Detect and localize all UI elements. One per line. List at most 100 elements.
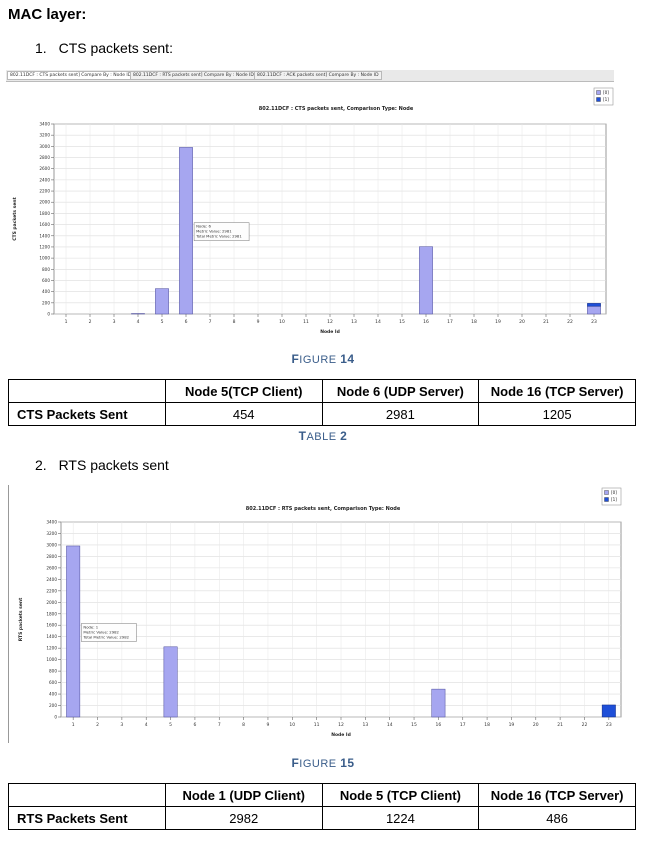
rts-chart: 0200400600800100012001400160018002000220… — [8, 485, 634, 743]
table-header-cell — [8, 783, 166, 807]
y-tick-label: 2000 — [46, 600, 57, 605]
x-tick-label: 11 — [314, 722, 320, 728]
list-item-title: RTS packets sent — [58, 457, 169, 473]
x-tick-label: 3 — [113, 319, 116, 325]
y-tick-label: 3400 — [39, 122, 50, 127]
section-title: MAC layer: — [8, 6, 87, 23]
bar-series-0 — [431, 688, 446, 718]
cts-chart-plot: 0200400600800100012001400160018002000220… — [12, 87, 614, 335]
y-tick-label: 2800 — [39, 155, 50, 160]
table-cell: 486 — [478, 806, 636, 830]
y-tick-label: 2600 — [39, 166, 50, 171]
y-tick-label: 2200 — [39, 189, 50, 194]
y-tick-label: 2000 — [39, 200, 50, 205]
x-tick-label: 2 — [89, 319, 92, 325]
x-tick-label: 9 — [267, 722, 270, 728]
y-tick-label: 1000 — [39, 256, 50, 261]
chart-legend: [0][1] — [593, 87, 614, 106]
y-tick-label: 1800 — [46, 611, 57, 616]
y-tick-label: 2400 — [39, 177, 50, 182]
x-tick-label: 21 — [557, 722, 563, 728]
tooltip-box — [193, 222, 250, 241]
x-tick-label: 19 — [495, 319, 501, 325]
y-tick-label: 800 — [42, 267, 50, 272]
x-tick-label: 20 — [533, 722, 539, 728]
y-tick-label: 2800 — [46, 554, 57, 559]
x-tick-label: 9 — [257, 319, 260, 325]
tooltip-line: Metric Value: 2982 — [83, 629, 119, 634]
x-tick-label: 14 — [387, 722, 393, 728]
x-tick-label: 2 — [96, 722, 99, 728]
x-tick-label: 20 — [519, 319, 525, 325]
y-tick-label: 1200 — [39, 244, 50, 249]
list-item-number: 2. — [35, 457, 47, 473]
table-row: CTS Packets Sent 454 2981 1205 — [8, 402, 636, 426]
table-header-row: Node 1 (UDP Client) Node 5 (TCP Client) … — [8, 783, 636, 807]
tab-ack-packets[interactable]: 802.11DCF : ACK packets sent] Compare By… — [254, 71, 382, 80]
x-tick-label: 13 — [362, 722, 368, 728]
x-tick-label: 23 — [591, 319, 597, 325]
legend-label: [0] — [611, 490, 617, 495]
list-item-2: 2. RTS packets sent — [35, 457, 169, 473]
x-tick-label: 12 — [338, 722, 344, 728]
y-tick-label: 200 — [49, 703, 57, 708]
y-tick-label: 1800 — [39, 211, 50, 216]
y-tick-label: 1400 — [39, 233, 50, 238]
legend-swatch — [596, 97, 601, 102]
x-axis-label: Node Id — [320, 329, 340, 335]
table-cell: 454 — [164, 402, 323, 426]
x-tick-label: 10 — [289, 722, 295, 728]
table-cell: 1205 — [478, 402, 636, 426]
y-tick-label: 0 — [54, 715, 57, 720]
table-header-cell: Node 1 (UDP Client) — [164, 783, 323, 807]
x-tick-label: 5 — [169, 722, 172, 728]
bar-series-0 — [587, 305, 601, 315]
y-tick-label: 3200 — [39, 133, 50, 138]
y-tick-label: 0 — [47, 312, 50, 317]
caption-word: IGURE — [299, 354, 337, 366]
table-row-label: CTS Packets Sent — [8, 402, 166, 426]
y-tick-label: 400 — [49, 692, 57, 697]
figure-caption-14: FIGURE 14 — [0, 352, 646, 366]
table-header-cell: Node 16 (TCP Server) — [478, 783, 636, 807]
x-tick-label: 7 — [209, 319, 212, 325]
caption-number: 14 — [340, 352, 355, 366]
tooltip-line: Total Metric Value: 2981 — [195, 234, 242, 239]
list-item-title: CTS packets sent: — [58, 40, 173, 56]
y-tick-label: 1600 — [46, 623, 57, 628]
caption-number: 15 — [340, 756, 355, 770]
legend-swatch — [604, 497, 609, 502]
cts-chart: 0200400600800100012001400160018002000220… — [6, 82, 618, 340]
bar-series-0 — [66, 545, 81, 718]
x-tick-label: 1 — [72, 722, 75, 728]
x-tick-label: 6 — [185, 319, 188, 325]
y-tick-label: 400 — [42, 289, 50, 294]
y-tick-label: 3000 — [46, 542, 57, 547]
table-header-cell: Node 5 (TCP Client) — [321, 783, 480, 807]
tab-rts-packets[interactable]: 802.11DCF : RTS packets sent] Compare By… — [130, 71, 257, 80]
tooltip-line: Total Metric Value: 2982 — [82, 634, 129, 639]
report-tabs-bar: 802.11DCF : CTS packets sent] Compare By… — [6, 70, 614, 82]
x-tick-label: 14 — [375, 319, 381, 325]
y-tick-label: 800 — [49, 669, 57, 674]
caption-prefix: T — [298, 429, 307, 443]
x-tick-label: 22 — [582, 722, 588, 728]
x-tick-label: 23 — [606, 722, 612, 728]
x-tick-label: 4 — [137, 319, 140, 325]
x-tick-label: 15 — [399, 319, 405, 325]
chart-legend: [0][1] — [601, 487, 622, 506]
x-tick-label: 18 — [471, 319, 477, 325]
x-tick-label: 7 — [218, 722, 221, 728]
y-tick-label: 1600 — [39, 222, 50, 227]
x-tick-label: 8 — [242, 722, 245, 728]
x-tick-label: 16 — [436, 722, 442, 728]
x-tick-label: 12 — [327, 319, 333, 325]
table-cell: 2981 — [321, 402, 480, 426]
bar-series-0 — [155, 288, 169, 315]
x-tick-label: 6 — [193, 722, 196, 728]
y-tick-label: 3400 — [46, 520, 57, 525]
tab-cts-packets[interactable]: 802.11DCF : CTS packets sent] Compare By… — [7, 71, 135, 80]
y-tick-label: 600 — [49, 680, 57, 685]
chart-title: 802.11DCF : RTS packets sent, Comparison… — [246, 506, 401, 512]
